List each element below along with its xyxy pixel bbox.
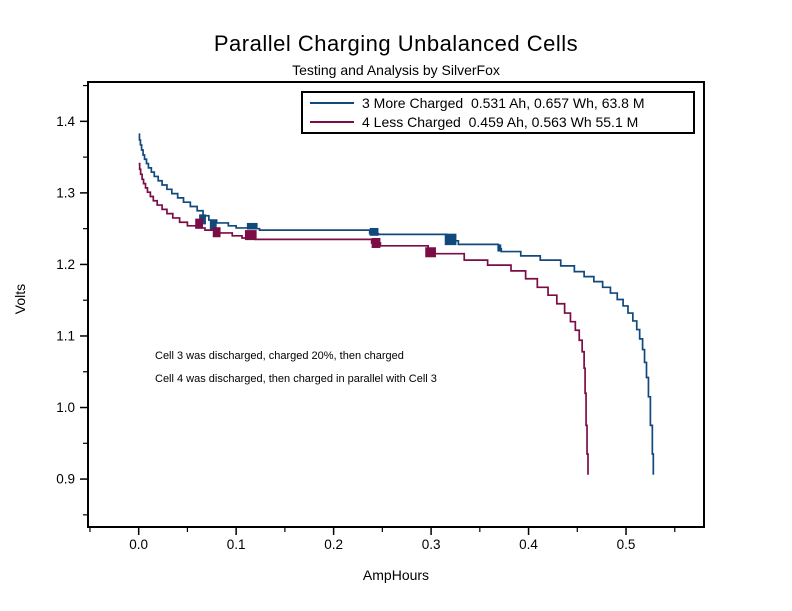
svg-text:1.2: 1.2 xyxy=(56,257,75,272)
svg-text:0.1: 0.1 xyxy=(227,537,246,552)
legend: 3 More Charged 0.531 Ah, 0.657 Wh, 63.8 … xyxy=(301,91,695,134)
x-axis-label: AmpHours xyxy=(362,567,430,583)
svg-text:1.0: 1.0 xyxy=(56,400,75,415)
legend-label-cell3: 3 More Charged 0.531 Ah, 0.657 Wh, 63.8 … xyxy=(362,94,645,111)
svg-text:0.9: 0.9 xyxy=(56,472,75,487)
legend-line-swatch-cell4 xyxy=(310,121,354,124)
legend-item-cell4: 4 Less Charged 0.459 Ah, 0.563 Wh 55.1 M xyxy=(303,113,693,133)
legend-item-cell3: 3 More Charged 0.531 Ah, 0.657 Wh, 63.8 … xyxy=(303,93,693,113)
svg-text:0.0: 0.0 xyxy=(129,537,148,552)
svg-text:0.2: 0.2 xyxy=(324,537,343,552)
chart-title: Parallel Charging Unbalanced Cells xyxy=(213,31,579,56)
legend-line-swatch-cell3 xyxy=(310,101,354,104)
svg-text:0.5: 0.5 xyxy=(617,537,636,552)
svg-text:0.4: 0.4 xyxy=(519,537,538,552)
svg-text:0.3: 0.3 xyxy=(422,537,441,552)
svg-text:1.1: 1.1 xyxy=(56,328,75,343)
svg-text:1.3: 1.3 xyxy=(56,185,75,200)
annotation-cell4: Cell 4 was discharged, then charged in p… xyxy=(155,373,437,385)
annotation-cell3: Cell 3 was discharged, charged 20%, then… xyxy=(155,350,404,362)
svg-text:1.4: 1.4 xyxy=(56,114,75,129)
chart-subtitle: Testing and Analysis by SilverFox xyxy=(292,62,500,78)
legend-label-cell4: 4 Less Charged 0.459 Ah, 0.563 Wh 55.1 M xyxy=(362,114,639,131)
y-axis-label: Volts xyxy=(12,283,28,315)
